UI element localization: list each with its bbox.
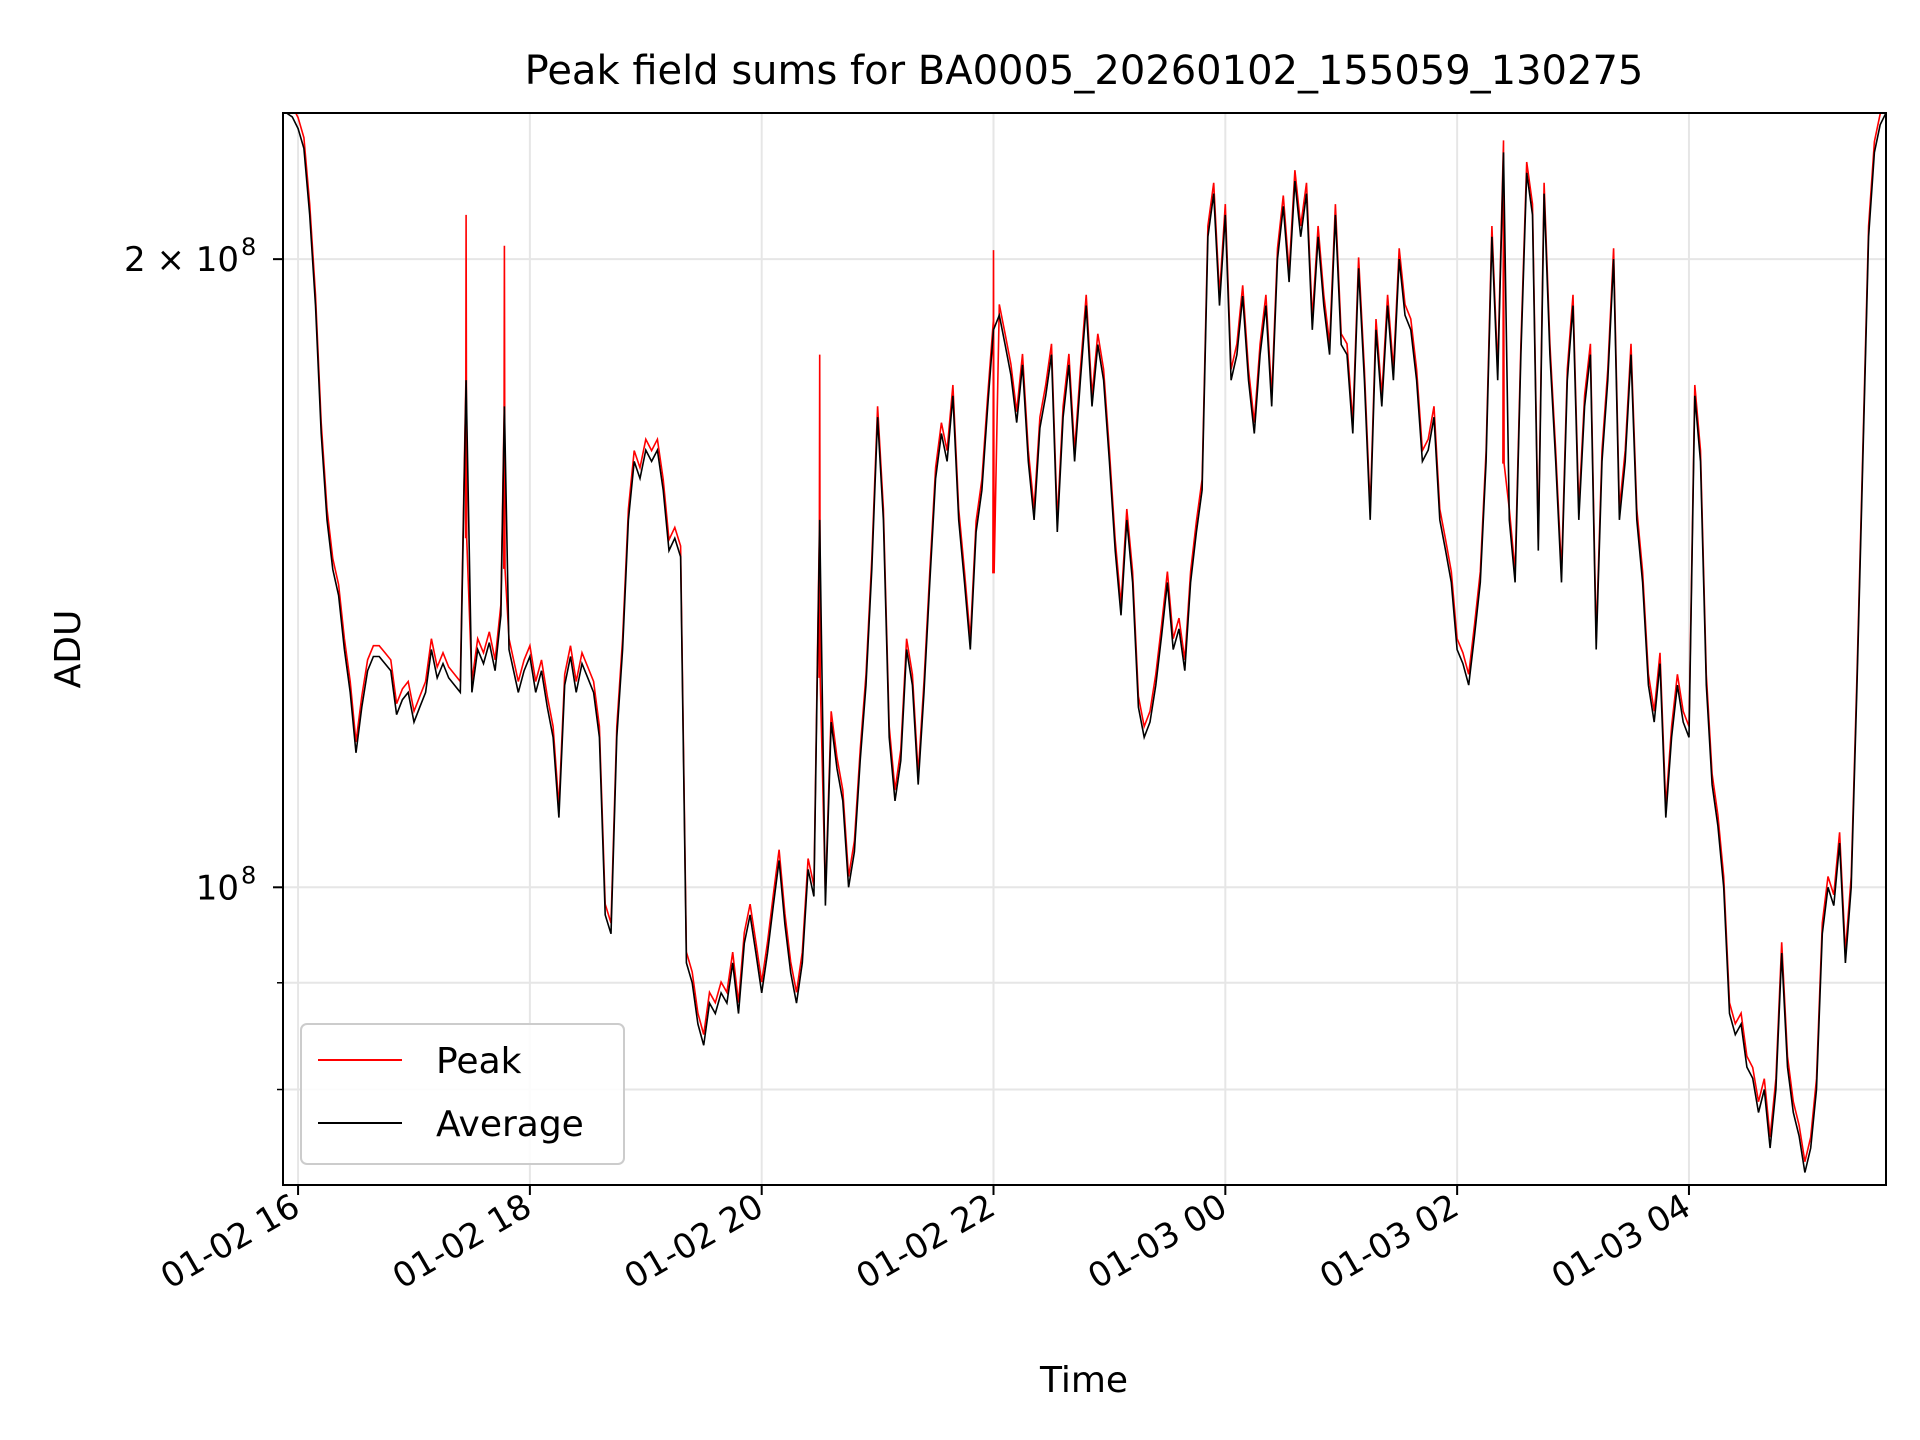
legend-average-label: Average <box>436 1104 584 1145</box>
chart-title: Peak field sums for BA0005_20260102_1550… <box>525 48 1644 94</box>
series-layer <box>286 113 1886 1173</box>
y-tick-label: 10 <box>196 868 239 908</box>
legend-peak-label: Peak <box>436 1041 522 1082</box>
plot-frame <box>282 112 1887 1186</box>
x-axis-label: Time <box>1039 1360 1128 1401</box>
y-axis-label: ADU <box>48 610 89 689</box>
y-tick-label: 2 × 10 <box>124 240 239 280</box>
y-tick-label-exponent: 8 <box>241 233 256 261</box>
y-tick-label-exponent: 8 <box>241 861 256 889</box>
y-tick-layer: 10 82 × 10 8 <box>124 233 283 1091</box>
legend: Peak Average <box>300 1023 625 1165</box>
average-series-line <box>286 113 1886 1173</box>
